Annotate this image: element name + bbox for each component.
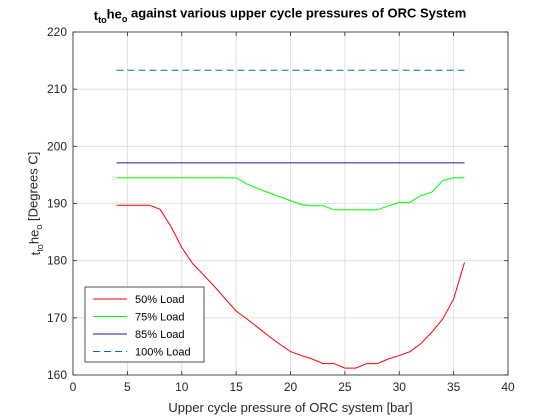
series-line-75-load bbox=[116, 177, 465, 211]
y-tick-label: 190 bbox=[47, 197, 67, 211]
y-tick-label: 200 bbox=[47, 139, 67, 153]
y-axis-label: ttoheo [Degrees C] bbox=[25, 152, 45, 256]
axis-ticks: 0 5 10 15 20 25 30 35 40 160 170 180 190 200 210 220 bbox=[47, 25, 515, 394]
chart-title: ttoheo against various upper cycle press… bbox=[94, 5, 467, 25]
y-tick-label: 170 bbox=[47, 311, 67, 325]
label-part: o bbox=[34, 225, 44, 230]
label-part: t bbox=[94, 8, 99, 23]
x-tick-label: 20 bbox=[284, 380, 298, 394]
label-part: he bbox=[27, 230, 42, 244]
x-tick-label: 25 bbox=[338, 380, 352, 394]
label-part: to bbox=[35, 244, 45, 252]
label-part: [Degrees C] bbox=[25, 152, 40, 225]
x-axis-label-text: Upper cycle pressure of ORC system [bar] bbox=[168, 400, 412, 415]
label-part: t bbox=[28, 251, 43, 255]
label-part: against various upper cycle pressures of… bbox=[127, 5, 466, 20]
y-axis-label-text: ttoheo [Degrees C] bbox=[25, 152, 45, 256]
legend-entry-label: 100% Load bbox=[135, 347, 191, 359]
label-part: to bbox=[98, 15, 107, 25]
series-line-50-load bbox=[116, 204, 465, 369]
label-part: he bbox=[107, 7, 122, 22]
x-tick-label: 10 bbox=[175, 380, 189, 394]
chart-title-text: ttoheo against various upper cycle press… bbox=[94, 5, 467, 25]
legend-entry-label: 85% Load bbox=[135, 329, 185, 341]
x-tick-label: 15 bbox=[229, 380, 243, 394]
y-tick-label: 160 bbox=[47, 368, 67, 382]
series-layer bbox=[116, 69, 465, 369]
legend-entry-label: 50% Load bbox=[135, 294, 185, 306]
x-tick-label: 35 bbox=[447, 380, 461, 394]
label-part: o bbox=[122, 14, 128, 24]
x-tick-label: 40 bbox=[501, 380, 515, 394]
legend: 50% Load 75% Load 85% Load 100% Load bbox=[84, 286, 205, 363]
x-tick-label: 30 bbox=[393, 380, 407, 394]
x-tick-label: 5 bbox=[124, 380, 131, 394]
y-tick-label: 210 bbox=[47, 82, 67, 96]
legend-entry-label: 75% Load bbox=[135, 312, 185, 324]
y-tick-label: 180 bbox=[47, 254, 67, 268]
x-tick-label: 0 bbox=[70, 380, 77, 394]
y-tick-label: 220 bbox=[47, 25, 67, 39]
x-axis-label: Upper cycle pressure of ORC system [bar] bbox=[168, 400, 412, 415]
